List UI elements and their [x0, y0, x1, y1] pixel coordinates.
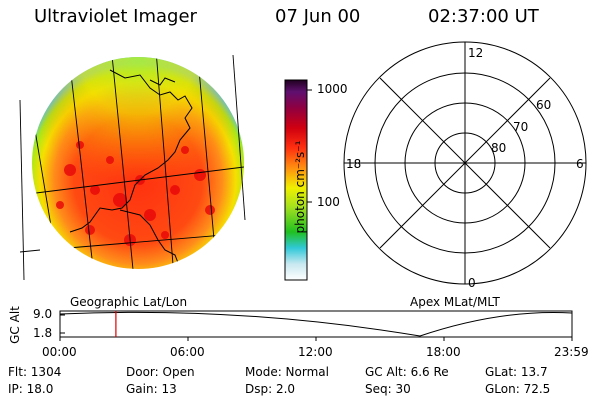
colorbar-unit-label: photon cm⁻²s⁻¹	[293, 140, 307, 234]
color-scale-bar	[284, 79, 312, 281]
mlt-12-label: 12	[468, 46, 484, 60]
date-label: 07 Jun 00	[275, 6, 361, 27]
door-info: Door: Open	[126, 365, 195, 379]
altitude-curve	[59, 311, 573, 337]
geographic-label: Geographic Lat/Lon	[70, 295, 188, 309]
uv-globe-image	[19, 54, 246, 281]
altitude-plot	[59, 310, 573, 341]
apex-label: Apex MLat/MLT	[410, 295, 500, 309]
gc-alt-info: GC Alt: 6.6 Re	[365, 365, 449, 379]
lat-80-label: 80	[491, 141, 507, 155]
y-tick-low: 1.8	[33, 326, 53, 340]
time-label: 02:37:00 UT	[428, 6, 539, 27]
seq-info: Seq: 30	[365, 382, 411, 396]
x-tick-3: 18:00	[426, 345, 461, 359]
flight-info: Flt: 1304	[8, 365, 62, 379]
x-tick-0: 00:00	[42, 345, 77, 359]
colorbar-tick-100: 100	[317, 195, 340, 209]
x-tick-4: 23:59	[554, 345, 589, 359]
instrument-title: Ultraviolet Imager	[34, 6, 197, 27]
mode-info: Mode: Normal	[245, 365, 329, 379]
y-tick-high: 9.0	[33, 307, 53, 321]
gain-info: Gain: 13	[126, 382, 177, 396]
colorbar-tick-1000: 1000	[317, 82, 348, 96]
ip-info: IP: 18.0	[8, 382, 54, 396]
glon-info: GLon: 72.5	[485, 382, 551, 396]
mlt-0-label: 0	[468, 276, 476, 290]
x-tick-1: 06:00	[170, 345, 205, 359]
lat-70-label: 70	[513, 120, 529, 134]
polar-plot	[343, 41, 587, 285]
x-tick-2: 12:00	[298, 345, 333, 359]
glat-info: GLat: 13.7	[485, 365, 548, 379]
dsp-info: Dsp: 2.0	[245, 382, 296, 396]
mlt-6-label: 6	[576, 157, 584, 171]
gc-alt-ylabel: GC Alt	[7, 306, 22, 344]
mlt-18-label: 18	[346, 157, 362, 171]
lat-60-label: 60	[536, 98, 552, 112]
